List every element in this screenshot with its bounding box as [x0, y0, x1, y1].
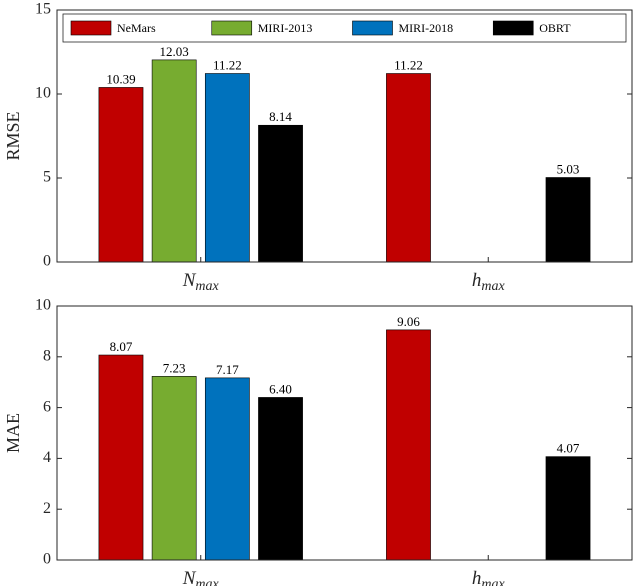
legend-swatch	[352, 20, 393, 36]
bar	[151, 59, 197, 263]
bar	[258, 124, 303, 263]
y-tick-label: 0	[43, 253, 51, 270]
value-label: 8.14	[269, 109, 292, 124]
category-symbol: h	[472, 568, 482, 586]
value-label: 5.03	[557, 161, 580, 176]
value-label: 7.23	[163, 360, 186, 375]
value-label: 10.39	[106, 71, 135, 86]
x-tick-label: Nmax	[182, 568, 220, 586]
y-tick-label: 10	[35, 85, 51, 102]
y-tick-label: 8	[43, 347, 51, 364]
y-tick-label: 6	[43, 398, 51, 415]
y-axis-label: MAE	[3, 413, 23, 453]
legend-swatch	[211, 20, 253, 36]
category-subscript: max	[481, 279, 505, 294]
category-subscript: max	[481, 577, 505, 586]
bar	[98, 354, 144, 561]
legend-label: NeMars	[117, 21, 156, 35]
axes-box	[56, 9, 633, 263]
bar	[98, 87, 144, 263]
value-label: 11.22	[394, 57, 423, 72]
value-label: 9.06	[397, 314, 420, 329]
bar	[386, 73, 431, 263]
value-label: 7.17	[216, 362, 239, 377]
bar	[204, 73, 250, 263]
bar	[545, 177, 591, 263]
legend-label: OBRT	[539, 21, 571, 35]
y-tick-label: 15	[35, 1, 51, 18]
legend-swatch	[492, 20, 534, 36]
value-label: 12.03	[160, 44, 189, 59]
legend-swatch	[70, 20, 112, 36]
bar	[204, 377, 250, 561]
value-label: 11.22	[213, 57, 242, 72]
y-tick-label: 10	[35, 297, 51, 314]
legend-label: MIRI-2018	[399, 21, 454, 35]
value-label: 6.40	[269, 381, 292, 396]
value-label: 4.07	[557, 441, 580, 456]
y-axis-label: RMSE	[3, 111, 23, 160]
legend-label: MIRI-2013	[258, 21, 313, 35]
bar	[545, 456, 591, 561]
y-tick-label: 5	[43, 169, 51, 186]
category-symbol: h	[472, 270, 482, 291]
axes-box	[56, 305, 633, 561]
category-symbol: N	[182, 270, 197, 291]
category-subscript: max	[195, 279, 219, 294]
y-tick-label: 4	[43, 449, 51, 466]
y-tick-label: 0	[43, 551, 51, 568]
x-tick-label: hmax	[472, 270, 506, 294]
value-label: 8.07	[110, 339, 133, 354]
bar	[386, 329, 431, 561]
category-symbol: N	[182, 568, 197, 586]
bar	[151, 376, 197, 561]
x-tick-label: hmax	[472, 568, 506, 586]
y-tick-label: 2	[43, 500, 51, 517]
category-subscript: max	[195, 577, 219, 586]
bar	[258, 397, 303, 561]
x-tick-label: Nmax	[182, 270, 220, 294]
